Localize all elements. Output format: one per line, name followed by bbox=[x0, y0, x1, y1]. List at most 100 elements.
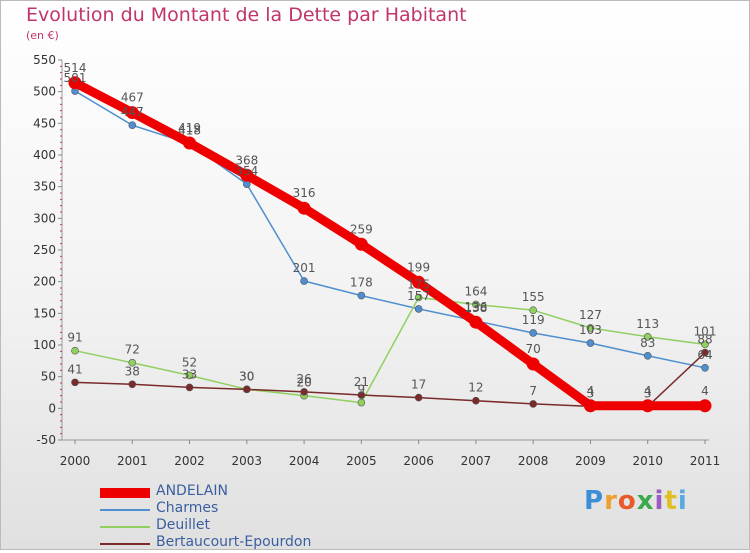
data-label: 30 bbox=[239, 369, 254, 383]
data-point bbox=[68, 76, 82, 90]
y-tick-label: 450 bbox=[33, 116, 56, 130]
data-point bbox=[297, 201, 311, 215]
data-label: 52 bbox=[182, 355, 197, 369]
data-point bbox=[643, 351, 652, 360]
data-point bbox=[701, 348, 709, 357]
data-point bbox=[357, 391, 366, 399]
data-label: 316 bbox=[293, 186, 316, 200]
y-tick-label: 50 bbox=[41, 370, 56, 384]
data-point bbox=[300, 388, 308, 396]
data-point bbox=[586, 324, 595, 332]
data-point bbox=[414, 305, 423, 313]
data-point bbox=[698, 399, 712, 413]
data-point bbox=[185, 371, 194, 380]
data-label: 38 bbox=[125, 364, 140, 378]
data-point bbox=[71, 378, 79, 387]
data-label: 113 bbox=[636, 317, 659, 331]
data-point bbox=[526, 357, 540, 371]
data-point bbox=[586, 339, 595, 347]
y-tick-label: 100 bbox=[33, 338, 56, 352]
data-label: 419 bbox=[178, 121, 201, 135]
series-line-deuillet bbox=[74, 296, 706, 404]
data-point bbox=[529, 306, 537, 314]
x-tick-label: 2006 bbox=[403, 454, 434, 468]
data-point bbox=[583, 399, 597, 413]
y-tick-label: 400 bbox=[33, 148, 56, 162]
chart-subtitle: (en €) bbox=[26, 29, 59, 42]
y-tick-label: 550 bbox=[33, 53, 56, 67]
data-point bbox=[643, 332, 652, 341]
data-label: 4 bbox=[587, 384, 595, 398]
data-label: 26 bbox=[296, 372, 311, 386]
data-label: 501 bbox=[64, 71, 87, 85]
x-tick-label: 2004 bbox=[289, 454, 320, 468]
data-label: 83 bbox=[640, 336, 655, 350]
data-label: 30 bbox=[239, 369, 254, 383]
legend-swatch bbox=[100, 509, 150, 511]
legend-label: ANDELAIN bbox=[156, 483, 228, 499]
data-label: 72 bbox=[125, 343, 140, 357]
data-label: 178 bbox=[350, 276, 373, 290]
data-point bbox=[183, 136, 197, 150]
data-label: 3 bbox=[587, 386, 595, 400]
data-point bbox=[412, 275, 426, 289]
data-label: 12 bbox=[468, 381, 483, 395]
data-label: 514 bbox=[64, 61, 87, 75]
data-point bbox=[71, 346, 79, 355]
x-tick-label: 2008 bbox=[518, 454, 549, 468]
data-label: 91 bbox=[67, 331, 82, 345]
x-tick-label: 2002 bbox=[174, 454, 205, 468]
y-tick-label: 350 bbox=[33, 180, 56, 194]
x-tick-label: 2010 bbox=[632, 454, 663, 468]
data-label: 157 bbox=[407, 289, 430, 303]
data-label: 155 bbox=[522, 290, 545, 304]
data-label: 4 bbox=[701, 384, 709, 398]
data-label: 368 bbox=[235, 153, 258, 167]
data-point bbox=[529, 329, 537, 337]
data-label: 201 bbox=[293, 261, 316, 275]
data-point bbox=[472, 396, 480, 405]
legend-swatch bbox=[100, 543, 150, 545]
x-tick-label: 2000 bbox=[60, 454, 91, 468]
y-tick-label: -50 bbox=[36, 433, 56, 447]
data-label: 119 bbox=[522, 313, 545, 327]
data-label: 418 bbox=[178, 124, 201, 138]
data-label: 17 bbox=[411, 378, 426, 392]
data-point bbox=[472, 300, 480, 309]
chart-title: Evolution du Montant de la Dette par Hab… bbox=[26, 4, 467, 26]
data-point bbox=[243, 385, 251, 394]
x-tick-label: 2011 bbox=[690, 454, 721, 468]
data-label: 70 bbox=[526, 342, 541, 356]
series-line-andelain bbox=[70, 78, 710, 411]
y-tick-label: 150 bbox=[33, 306, 56, 320]
y-tick-label: 0 bbox=[48, 401, 56, 415]
data-point bbox=[701, 340, 709, 349]
data-label: 259 bbox=[350, 222, 373, 236]
data-point bbox=[128, 380, 137, 389]
proxiti-logo: Proxiti bbox=[584, 486, 688, 516]
data-point bbox=[128, 121, 137, 130]
data-label: 175 bbox=[407, 278, 430, 292]
x-tick-label: 2001 bbox=[117, 454, 148, 468]
data-label: 20 bbox=[296, 376, 311, 390]
data-label: 447 bbox=[121, 105, 144, 119]
x-tick-label: 2003 bbox=[232, 454, 263, 468]
data-label: 138 bbox=[464, 301, 487, 315]
data-point bbox=[125, 106, 139, 120]
data-label: 199 bbox=[407, 260, 430, 274]
data-label: 7 bbox=[529, 384, 537, 398]
legend-swatch bbox=[100, 488, 150, 498]
data-point bbox=[529, 400, 537, 408]
x-tick-label: 2007 bbox=[461, 454, 492, 468]
data-point bbox=[701, 363, 709, 372]
data-label: 4 bbox=[644, 384, 652, 398]
data-point bbox=[357, 398, 366, 407]
y-tick-label: 300 bbox=[33, 211, 56, 225]
data-label: 103 bbox=[579, 323, 602, 337]
data-point bbox=[240, 168, 254, 182]
data-point bbox=[128, 358, 137, 367]
data-point bbox=[185, 383, 194, 392]
data-label: 354 bbox=[235, 164, 258, 178]
data-label: 88 bbox=[697, 333, 712, 347]
data-label: 101 bbox=[694, 324, 717, 338]
